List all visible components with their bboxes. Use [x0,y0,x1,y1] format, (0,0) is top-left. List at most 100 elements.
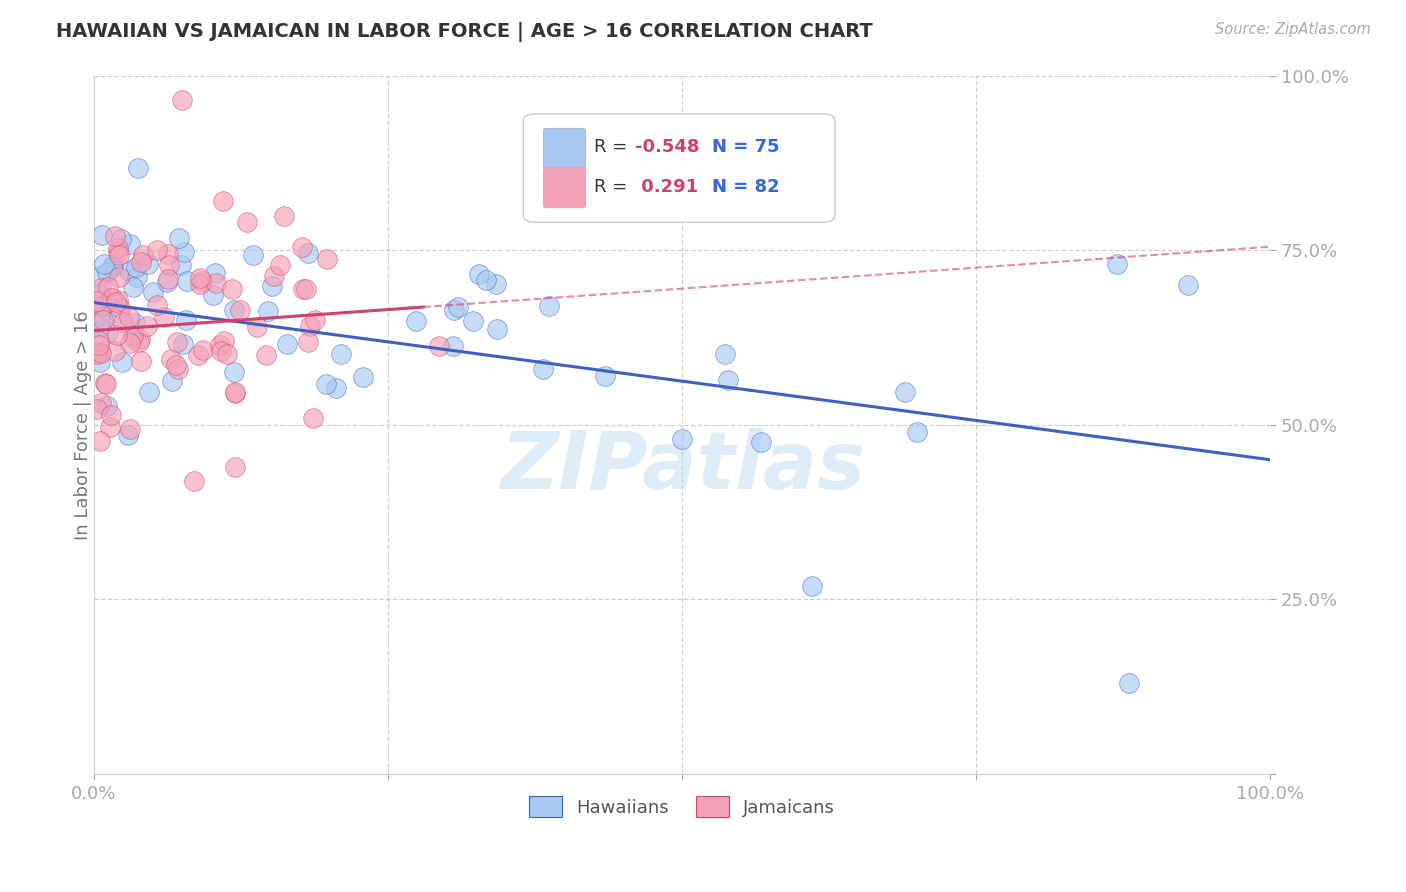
Point [212,334,235,349]
Point [101,260,124,274]
Text: ZIPatlas: ZIPatlas [499,428,865,506]
Point [91,312,114,326]
Point [142,285,165,299]
Point [167,361,190,376]
Point [105,295,128,310]
Point [298,318,321,333]
Point [112,315,135,329]
Text: R =: R = [593,178,633,196]
Point [295,282,318,296]
Point [276,336,298,351]
Point [235,215,257,229]
Point [202,288,225,302]
Point [86,402,108,417]
Point [89,320,111,334]
Point [89,337,111,351]
Point [209,343,232,358]
Point [800,578,823,592]
Point [86,344,108,359]
Point [485,322,508,336]
Point [129,333,152,347]
Point [89,434,111,448]
Point [304,313,326,327]
Point [108,248,131,262]
Point [129,254,152,268]
Point [118,422,141,436]
Point [145,243,167,257]
Point [117,310,139,324]
Point [107,245,129,260]
Point [110,232,132,246]
Point [146,298,169,312]
Text: R =: R = [593,138,633,156]
Point [183,474,205,488]
Point [138,384,160,399]
Point [537,300,560,314]
Point [172,337,194,351]
Point [96,400,118,414]
Text: -0.548: -0.548 [636,138,700,156]
Point [87,334,110,348]
Point [1107,257,1129,271]
Point [172,93,194,107]
Point [325,381,347,395]
Point [461,313,484,327]
Point [107,293,129,307]
Point [153,310,176,325]
Point [291,240,314,254]
Point [156,272,179,286]
Point [89,310,111,324]
Point [176,313,198,327]
Point [751,434,773,449]
Point [118,336,141,351]
Point [86,347,108,361]
Point [188,271,211,285]
Point [531,362,554,376]
Point [117,428,139,442]
Point [136,257,159,271]
Point [129,353,152,368]
Point [107,241,129,255]
Point [125,260,148,275]
Point [242,248,264,262]
Point [160,351,183,366]
Point [170,258,193,272]
Legend: Hawaiians, Jamaicans: Hawaiians, Jamaicans [522,789,842,824]
Point [96,295,118,310]
Point [101,258,124,272]
Point [302,411,325,425]
Point [89,307,111,321]
Point [330,347,353,361]
Point [263,268,285,283]
Point [191,274,214,288]
Point [297,334,319,349]
Point [190,277,212,292]
Point [169,231,191,245]
Point [427,339,450,353]
Point [157,258,180,272]
Point [907,425,929,439]
Point [94,376,117,390]
Point [104,344,127,359]
Point [405,314,427,328]
Point [89,309,111,323]
Point [173,245,195,260]
Point [127,161,149,175]
Text: N = 82: N = 82 [711,178,779,196]
Point [222,365,245,379]
Point [86,294,108,309]
Point [91,228,114,243]
Point [671,432,693,446]
Point [89,355,111,369]
Point [714,347,737,361]
Point [260,279,283,293]
Point [108,305,131,319]
Point [124,316,146,330]
Point [122,331,145,345]
Point [101,291,124,305]
Point [224,459,246,474]
Point [100,409,122,423]
Point [246,320,269,334]
Point [1118,676,1140,690]
Point [122,279,145,293]
